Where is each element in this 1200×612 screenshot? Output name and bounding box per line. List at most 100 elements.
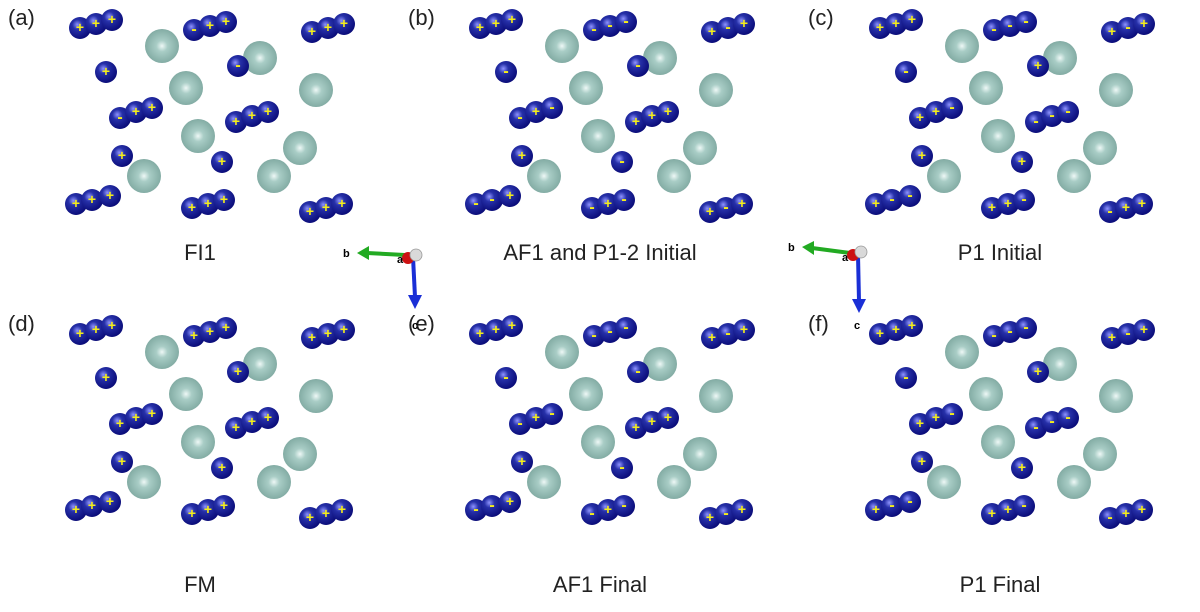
manganese-atom <box>333 319 355 341</box>
anion-atom <box>643 41 677 75</box>
spin-site-down: - <box>1057 407 1079 429</box>
manganese-atom <box>1131 193 1153 215</box>
spin-symbol: + <box>918 453 926 469</box>
spin-symbol: + <box>222 13 230 29</box>
manganese-atom <box>615 317 637 339</box>
panel-label: (f) <box>808 311 829 336</box>
manganese-atom <box>331 193 353 215</box>
panel-label: (e) <box>408 311 435 336</box>
axis-triad-left: b a c <box>335 235 435 340</box>
spin-site-up: + <box>213 189 235 211</box>
spin-symbol: + <box>708 23 716 39</box>
spin-symbol: + <box>72 501 80 517</box>
spin-site-up: + <box>1011 457 1033 479</box>
spin-symbol: - <box>473 501 478 518</box>
spin-symbol: + <box>132 409 140 425</box>
b-axis-arrow <box>811 246 851 255</box>
anion-atom <box>257 465 291 499</box>
spin-site-up: + <box>81 495 103 517</box>
spin-symbol: - <box>1023 319 1028 336</box>
spin-site-up: + <box>511 451 533 473</box>
spin-symbol: + <box>1122 505 1130 521</box>
spin-symbol: + <box>1034 363 1042 379</box>
spin-site-up: + <box>99 491 121 513</box>
spin-site-up: + <box>101 9 123 31</box>
spin-site-down: - <box>611 151 633 173</box>
manganese-atom <box>211 457 233 479</box>
anion-atom <box>569 377 603 411</box>
manganese-atom <box>881 189 903 211</box>
anion-atom <box>683 131 717 165</box>
spin-symbol: + <box>206 323 214 339</box>
spin-symbol: + <box>892 321 900 337</box>
spin-site-down: - <box>227 55 249 77</box>
spin-symbol: - <box>589 505 594 522</box>
manganese-atom <box>333 13 355 35</box>
manganese-atom <box>99 491 121 513</box>
spin-symbol: + <box>518 453 526 469</box>
anion-atom <box>127 465 161 499</box>
b-axis-head <box>802 241 814 255</box>
spin-symbol: + <box>740 321 748 337</box>
spin-symbol: + <box>322 505 330 521</box>
spin-site-down: - <box>481 495 503 517</box>
spin-symbol: + <box>234 363 242 379</box>
spin-site-down: - <box>613 495 635 517</box>
spin-symbol: - <box>949 405 954 422</box>
spin-symbol: + <box>340 15 348 31</box>
panel-f: + + + - - - + - + - + + + - - - - + + + - - + + - - + + (f) P1 Fina… <box>800 306 1200 612</box>
anion-atom <box>945 29 979 63</box>
anion-atom <box>581 425 615 459</box>
spin-symbol: + <box>148 405 156 421</box>
anion-atom <box>969 71 1003 105</box>
manganese-atom <box>499 491 521 513</box>
manganese-atom <box>95 367 117 389</box>
spin-site-up: + <box>1131 193 1153 215</box>
spin-symbol: - <box>1049 107 1054 124</box>
manganese-atom <box>611 151 633 173</box>
c-axis-head <box>408 295 422 309</box>
manganese-atom <box>1027 361 1049 383</box>
anion-atom <box>699 379 733 413</box>
manganese-atom <box>495 367 517 389</box>
manganese-atom <box>257 407 279 429</box>
spin-site-up: + <box>333 13 355 35</box>
anion-atom <box>299 379 333 413</box>
spin-symbol: + <box>916 415 924 431</box>
spin-symbol: + <box>1140 321 1148 337</box>
c-axis-arrow <box>411 256 417 298</box>
spin-site-down: - <box>541 97 563 119</box>
spin-symbol: + <box>532 103 540 119</box>
c-axis-head <box>852 299 866 313</box>
manganese-atom <box>511 145 533 167</box>
spin-symbol: - <box>1107 509 1112 526</box>
spin-site-up: + <box>511 145 533 167</box>
spin-symbol: + <box>188 505 196 521</box>
crystal-structure: + + +- - -+ - +- ++ + -- - -+ ++ - -+ + -- + + <box>865 315 1155 529</box>
anion-atom <box>127 159 161 193</box>
spin-symbol: + <box>872 501 880 517</box>
spin-site-up: + <box>1027 55 1049 77</box>
manganese-atom <box>101 315 123 337</box>
spin-symbol: + <box>532 409 540 425</box>
spin-symbol: + <box>1108 329 1116 345</box>
manganese-atom <box>911 145 933 167</box>
panel-caption: P1 Final <box>959 572 1041 597</box>
anion-atom <box>145 335 179 369</box>
spin-symbol: - <box>1125 19 1130 36</box>
spin-symbol: - <box>635 363 640 380</box>
spin-symbol: - <box>907 187 912 204</box>
spin-symbol: - <box>1065 103 1070 120</box>
manganese-atom <box>213 495 235 517</box>
panel-caption: AF1 and P1-2 Initial <box>503 240 697 265</box>
spin-symbol: + <box>648 413 656 429</box>
spin-symbol: + <box>220 191 228 207</box>
spin-symbol: - <box>1007 17 1012 34</box>
manganese-atom <box>731 193 753 215</box>
anion-atom <box>1043 347 1077 381</box>
anion-atom <box>243 41 277 75</box>
axis-triad-right: b a c <box>780 235 880 340</box>
spin-symbol: - <box>991 327 996 344</box>
spin-symbol: + <box>338 195 346 211</box>
manganese-atom <box>215 317 237 339</box>
